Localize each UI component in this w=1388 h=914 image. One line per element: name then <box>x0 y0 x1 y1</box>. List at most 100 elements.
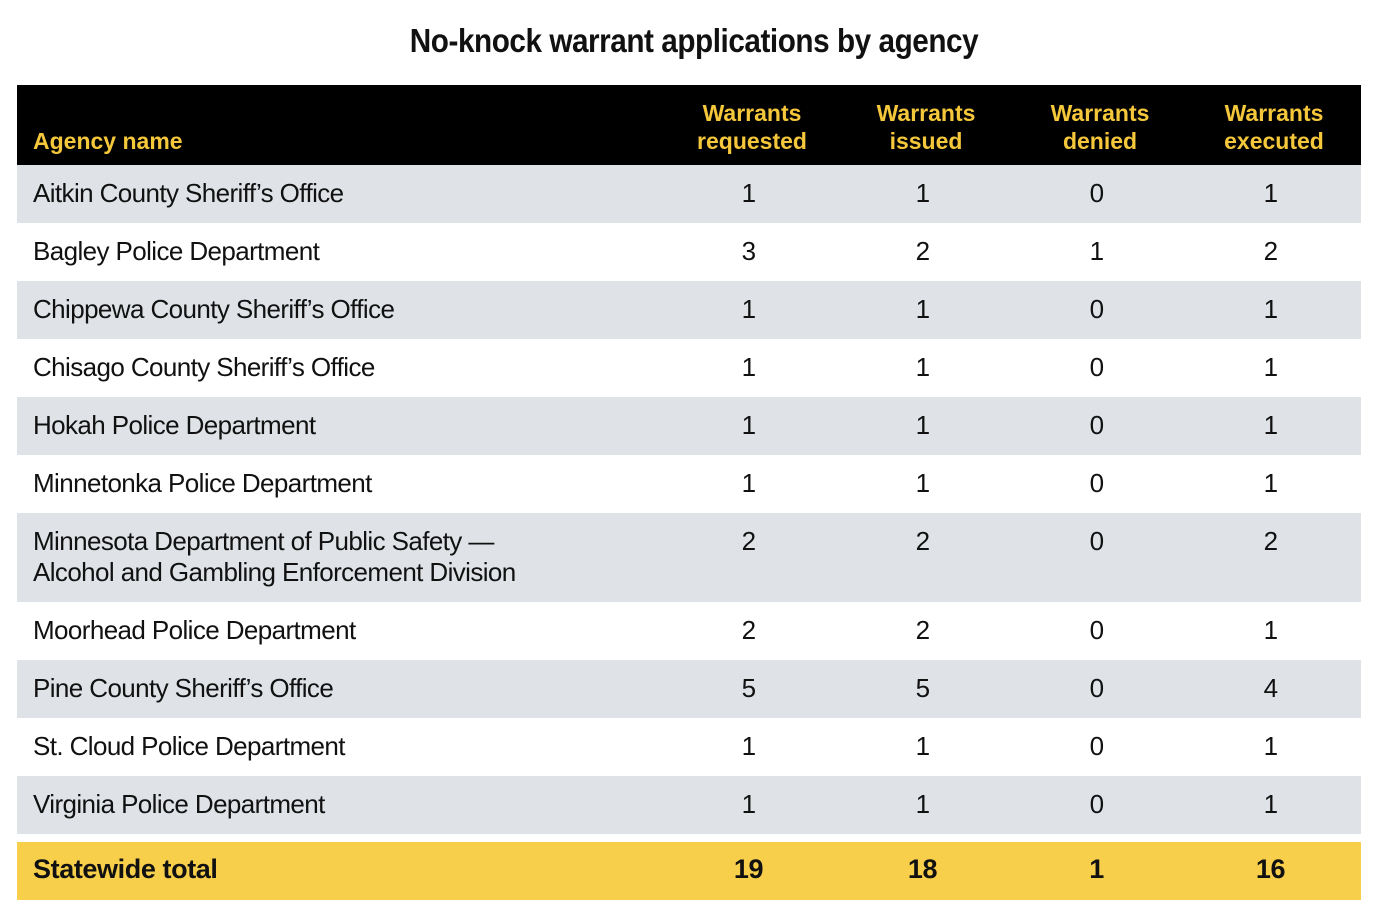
table-body: Aitkin County Sheriff’s Office 1 1 0 1 Bagley… <box>17 165 1361 900</box>
denied-value: 0 <box>1089 789 1104 819</box>
executed-value: 4 <box>1263 673 1278 703</box>
requested-value: 19 <box>733 854 764 884</box>
column-header-line: Warrants <box>1224 100 1324 126</box>
column-header-line: requested <box>697 128 807 154</box>
requested-value: 1 <box>741 294 756 324</box>
agency-name: Bagley Police Department <box>33 236 320 266</box>
column-header-requested: Warrants requested <box>665 85 839 165</box>
agency-name: Minnetonka Police Department <box>33 468 372 498</box>
agency-name-cell: Statewide total <box>17 842 665 900</box>
agency-name: Minnesota Department of Public Safety — <box>33 526 494 556</box>
issued-value: 1 <box>915 410 930 440</box>
table-row: Bagley Police Department 3 2 1 2 <box>17 223 1361 281</box>
requested-value: 3 <box>741 236 756 266</box>
requested-value: 2 <box>741 526 756 556</box>
agency-name: Chippewa County Sheriff’s Office <box>33 294 395 324</box>
executed-value: 1 <box>1263 468 1278 498</box>
agency-name-cell: Pine County Sheriff’s Office <box>17 660 665 718</box>
column-header-line: issued <box>889 128 963 154</box>
total-row: Statewide total 19 18 1 16 <box>17 842 1361 900</box>
requested-value: 1 <box>741 410 756 440</box>
column-header-line: Warrants <box>876 100 976 126</box>
column-header-denied: Warrants denied <box>1013 85 1187 165</box>
table-row: Hokah Police Department 1 1 0 1 <box>17 397 1361 455</box>
agency-name: St. Cloud Police Department <box>33 731 345 761</box>
issued-value: 1 <box>915 789 930 819</box>
agency-name: Aitkin County Sheriff’s Office <box>33 178 344 208</box>
executed-value: 2 <box>1263 236 1278 266</box>
requested-value: 2 <box>741 615 756 645</box>
agency-name-cell: Bagley Police Department <box>17 223 665 281</box>
table-row: Moorhead Police Department 2 2 0 1 <box>17 602 1361 660</box>
executed-value: 1 <box>1263 789 1278 819</box>
executed-value: 1 <box>1263 178 1278 208</box>
issued-value: 2 <box>915 236 930 266</box>
denied-value: 0 <box>1089 731 1104 761</box>
table-row: Aitkin County Sheriff’s Office 1 1 0 1 <box>17 165 1361 223</box>
executed-value: 1 <box>1263 352 1278 382</box>
table-row: St. Cloud Police Department 1 1 0 1 <box>17 718 1361 776</box>
column-header-line: Agency name <box>33 128 183 154</box>
agency-name: Hokah Police Department <box>33 410 316 440</box>
agency-name-cell: Virginia Police Department <box>17 776 665 834</box>
requested-value: 1 <box>741 789 756 819</box>
agency-name-cell: Minnetonka Police Department <box>17 455 665 513</box>
total-spacer <box>17 834 1361 842</box>
agency-name: Alcohol and Gambling Enforcement Divisio… <box>33 557 516 587</box>
requested-value: 1 <box>741 468 756 498</box>
table-row: Chisago County Sheriff’s Office 1 1 0 1 <box>17 339 1361 397</box>
table-row: Minnesota Department of Public Safety — A… <box>17 513 1361 602</box>
agency-name: Chisago County Sheriff’s Office <box>33 352 375 382</box>
table-title: No-knock warrant applications by agency <box>409 22 979 59</box>
column-header-agency: Agency name <box>17 85 665 165</box>
issued-value: 1 <box>915 294 930 324</box>
column-header-line: Warrants <box>1050 100 1150 126</box>
denied-value: 1 <box>1089 854 1104 884</box>
issued-value: 1 <box>915 468 930 498</box>
agency-name: Moorhead Police Department <box>33 615 356 645</box>
column-header-line: Warrants <box>702 100 802 126</box>
table-row: Chippewa County Sheriff’s Office 1 1 0 1 <box>17 281 1361 339</box>
denied-value: 0 <box>1089 673 1104 703</box>
total-spacer-cell <box>17 834 1361 842</box>
denied-value: 1 <box>1089 236 1104 266</box>
requested-value: 1 <box>741 352 756 382</box>
issued-value: 2 <box>915 526 930 556</box>
executed-value: 1 <box>1263 294 1278 324</box>
warrant-table: Agency name Warrants requested Warrants issu… <box>17 85 1361 900</box>
table-header: Agency name Warrants requested Warrants issu… <box>17 85 1361 165</box>
issued-value: 1 <box>915 178 930 208</box>
executed-value: 1 <box>1263 731 1278 761</box>
agency-name-cell: Hokah Police Department <box>17 397 665 455</box>
table-row: Pine County Sheriff’s Office 5 5 0 4 <box>17 660 1361 718</box>
agency-name-cell: Aitkin County Sheriff’s Office <box>17 165 665 223</box>
agency-name-cell: Chisago County Sheriff’s Office <box>17 339 665 397</box>
issued-value: 2 <box>915 615 930 645</box>
denied-value: 0 <box>1089 468 1104 498</box>
issued-value: 18 <box>907 854 938 884</box>
issued-value: 5 <box>915 673 930 703</box>
agency-name-cell: Minnesota Department of Public Safety — A… <box>17 513 665 602</box>
requested-value: 5 <box>741 673 756 703</box>
denied-value: 0 <box>1089 178 1104 208</box>
requested-value: 1 <box>741 731 756 761</box>
denied-value: 0 <box>1089 294 1104 324</box>
executed-value: 1 <box>1263 615 1278 645</box>
denied-value: 0 <box>1089 615 1104 645</box>
agency-name: Statewide total <box>33 854 218 884</box>
requested-value: 1 <box>741 178 756 208</box>
denied-value: 0 <box>1089 526 1104 556</box>
table-row: Virginia Police Department 1 1 0 1 <box>17 776 1361 834</box>
column-header-issued: Warrants issued <box>839 85 1013 165</box>
executed-value: 16 <box>1255 854 1286 884</box>
denied-value: 0 <box>1089 410 1104 440</box>
table-row: Minnetonka Police Department 1 1 0 1 <box>17 455 1361 513</box>
agency-name-cell: St. Cloud Police Department <box>17 718 665 776</box>
agency-name: Virginia Police Department <box>33 789 325 819</box>
agency-name-cell: Chippewa County Sheriff’s Office <box>17 281 665 339</box>
executed-value: 1 <box>1263 410 1278 440</box>
agency-name: Pine County Sheriff’s Office <box>33 673 334 703</box>
column-header-line: denied <box>1062 128 1138 154</box>
agency-name-cell: Moorhead Police Department <box>17 602 665 660</box>
executed-value: 2 <box>1263 526 1278 556</box>
